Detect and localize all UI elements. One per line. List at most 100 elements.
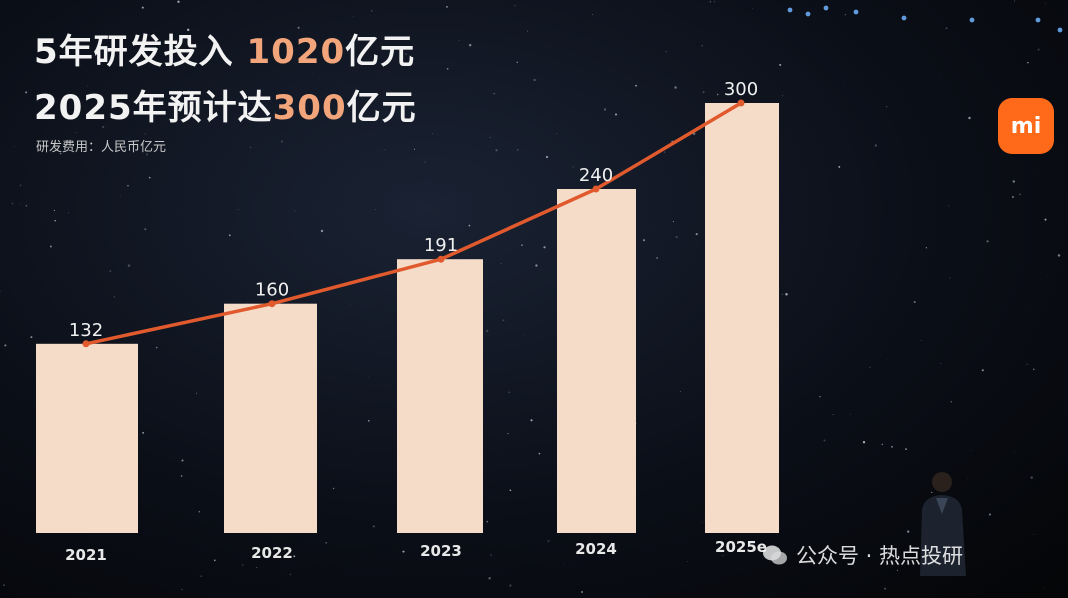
star [781, 293, 783, 295]
headline-1-prefix: 5年研发投入 [34, 32, 247, 72]
star [155, 346, 158, 349]
star [635, 84, 638, 87]
star [968, 116, 971, 120]
star [1030, 476, 1033, 479]
bar-2021 [36, 343, 138, 533]
star [886, 106, 888, 108]
star [458, 39, 460, 41]
star [270, 283, 272, 284]
star [148, 176, 151, 179]
star [1011, 196, 1014, 198]
star [200, 575, 202, 577]
x-tick-label-2023: 2023 [420, 542, 462, 560]
star [545, 155, 549, 159]
star [4, 344, 7, 347]
star [527, 30, 529, 32]
presenter-figure [920, 472, 966, 576]
star [213, 559, 216, 562]
star [468, 224, 471, 227]
star [967, 478, 969, 480]
star [986, 240, 989, 243]
star [508, 391, 510, 394]
headline-2-suffix: 亿元 [346, 88, 417, 128]
star [1044, 218, 1047, 221]
star [249, 146, 252, 148]
star [402, 550, 405, 553]
data-label-2022: 160 [255, 280, 289, 301]
star [940, 76, 942, 78]
stage-light [823, 5, 829, 11]
star [664, 151, 666, 153]
star [113, 296, 116, 298]
star [446, 67, 449, 70]
star [289, 106, 293, 110]
star [384, 149, 386, 151]
star [1014, 0, 1016, 2]
x-tick-label-2021: 2021 [65, 546, 107, 564]
headline-line-1: 5年研发投入 1020亿元 [34, 24, 415, 73]
bar-2025e [705, 103, 779, 533]
data-label-2023: 191 [424, 235, 458, 256]
star [940, 363, 942, 364]
headline-line-2: 2025年预计达300亿元 [34, 80, 417, 129]
stage-light [901, 15, 907, 21]
star [785, 292, 788, 296]
star [954, 339, 956, 341]
star [332, 487, 335, 490]
star [543, 246, 546, 249]
star [289, 573, 292, 576]
star [884, 587, 887, 590]
star [493, 92, 495, 95]
star [145, 153, 148, 156]
star [714, 1, 716, 3]
x-tick-label-2025e: 2025e [715, 538, 767, 556]
star [722, 555, 724, 557]
star [869, 366, 871, 369]
stage-light [1057, 27, 1063, 33]
star [509, 489, 512, 492]
star [293, 555, 296, 558]
star [881, 443, 884, 446]
star [144, 228, 147, 231]
star [1043, 587, 1044, 589]
star [1012, 180, 1015, 183]
star [509, 584, 512, 587]
star [507, 433, 509, 435]
star [19, 184, 22, 187]
star [572, 166, 574, 168]
star [838, 165, 841, 168]
star [59, 152, 62, 155]
star [1026, 363, 1028, 365]
star [547, 539, 550, 543]
stage-light [969, 17, 975, 23]
star [949, 277, 951, 279]
star [264, 288, 266, 290]
star [256, 566, 258, 568]
star [458, 550, 460, 551]
star [490, 554, 492, 557]
star [686, 561, 688, 562]
star [352, 16, 354, 17]
star [144, 133, 146, 135]
star [651, 229, 652, 231]
star [514, 5, 516, 6]
watermark: 公众号 · 热点投研 [762, 540, 963, 570]
star [489, 137, 491, 138]
star [180, 475, 183, 477]
watermark-text: 公众号 · 热点投研 [796, 544, 964, 568]
star [988, 513, 991, 516]
star [242, 564, 244, 566]
star [424, 161, 426, 163]
star [181, 588, 183, 591]
x-tick-label-2022: 2022 [251, 544, 293, 562]
star [516, 61, 519, 64]
star [615, 113, 617, 116]
star [950, 401, 952, 403]
star [127, 185, 129, 187]
star [237, 208, 239, 210]
star [3, 584, 5, 586]
star [530, 419, 533, 422]
star [862, 440, 866, 444]
star [195, 392, 197, 394]
star [367, 419, 370, 422]
